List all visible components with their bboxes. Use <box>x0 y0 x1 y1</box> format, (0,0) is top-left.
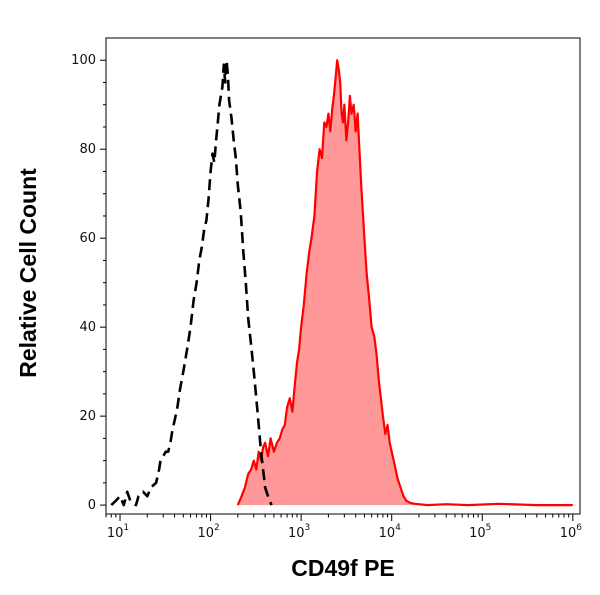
plot-area <box>110 58 573 507</box>
x-tick-label: 106 <box>560 523 583 541</box>
y-axis-title: Relative Cell Count <box>15 168 41 378</box>
x-tick-label: 104 <box>379 523 402 541</box>
y-tick-label: 20 <box>79 409 96 424</box>
y-tick-label: 0 <box>88 498 96 513</box>
x-axis-title: CD49f PE <box>291 555 395 581</box>
x-tick-label: 101 <box>107 523 129 541</box>
x-tick-label: 103 <box>288 523 310 541</box>
y-tick-label: 60 <box>79 231 96 246</box>
x-tick-label: 102 <box>197 523 219 541</box>
y-tick-label: 80 <box>79 142 96 157</box>
y-tick-label: 40 <box>79 320 96 335</box>
x-axis-ticks: 101 102 103 104 105 106 <box>105 514 583 541</box>
plot-frame <box>105 37 581 515</box>
x-tick-label: 105 <box>469 523 491 541</box>
y-tick-label: 100 <box>71 53 96 68</box>
y-axis-ticks: 0 20 40 60 80 100 <box>71 53 106 513</box>
series-1-line <box>236 59 573 507</box>
series-1-fill <box>237 60 573 506</box>
series-0-line <box>110 58 273 507</box>
